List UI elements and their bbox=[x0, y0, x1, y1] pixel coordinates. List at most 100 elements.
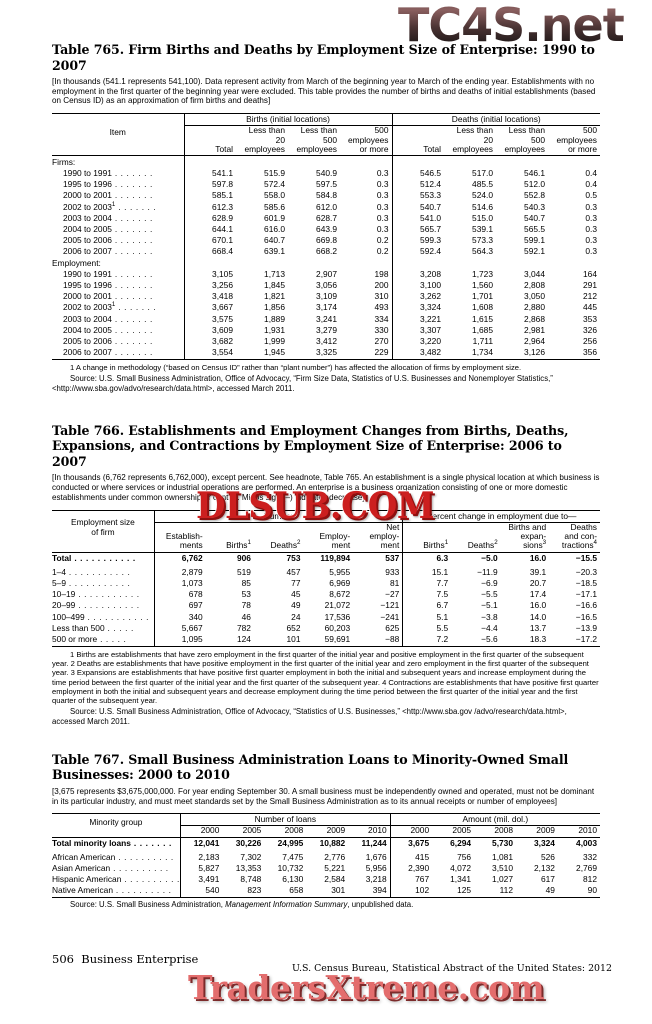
table-766-value: 13.7 bbox=[529, 622, 547, 633]
table-765-value: 0.5 bbox=[585, 190, 597, 201]
table-766-value: 933 bbox=[385, 566, 400, 577]
table-766-row-label: 1–4 . . . . . . . . . . . bbox=[52, 566, 131, 577]
table-765-empty-cell bbox=[340, 156, 392, 168]
table-765-value: 546.5 bbox=[391, 167, 444, 179]
table-767-year-header: 2000 bbox=[389, 825, 433, 838]
table-766-stub-header: Employment size of firm bbox=[71, 517, 135, 538]
table-766-value: 8,672 bbox=[329, 589, 351, 600]
table-765-value: 0.3 bbox=[376, 201, 389, 212]
table-766-value: 78 bbox=[241, 600, 251, 611]
table-767-value: 8,748 bbox=[240, 874, 262, 885]
table-765-value: 0.3 bbox=[585, 212, 597, 223]
table-row: 2003 to 2004 . . . . . . . 3,575 1,889 3,24… bbox=[52, 312, 600, 325]
table-765-row-label: 2003 to 2004 . . . . . . . bbox=[63, 212, 153, 223]
table-767-value: 6,130 bbox=[282, 874, 304, 885]
table-765-value: 330 bbox=[374, 324, 389, 335]
table-766-value: −17.1 bbox=[575, 589, 597, 600]
table-766: Employment size of firm Number Percent c… bbox=[52, 510, 600, 648]
table-765-body: Firms: 1990 to 1991 . . . . . . . 541.1 51… bbox=[52, 155, 600, 360]
table-765-empty-cell bbox=[288, 257, 340, 268]
table-766-value: 5,667 bbox=[153, 622, 206, 634]
table-765-row-label: 1995 to 1996 . . . . . . . bbox=[63, 179, 153, 190]
table-765-value: 584.8 bbox=[316, 190, 337, 201]
table-766-value: −16.5 bbox=[575, 611, 597, 622]
table-765-value: 512.0 bbox=[524, 179, 545, 190]
table-767-value: 1,081 bbox=[492, 851, 513, 862]
table-765-value: 565.7 bbox=[391, 223, 444, 235]
table-765-value: 2,868 bbox=[524, 313, 545, 324]
table-765-value: 597.5 bbox=[316, 179, 337, 190]
table-765-value: 553.3 bbox=[391, 189, 444, 202]
table-765-col-deaths-total: Total bbox=[391, 125, 444, 156]
table-766-col-establishments: Establish- ments bbox=[153, 521, 206, 553]
table-767-headnote: [3,675 represents $3,675,000,000. For ye… bbox=[52, 786, 595, 806]
table-767-value: 3,324 bbox=[533, 838, 555, 849]
table-767-group-amount: Amount (mil. dol.) bbox=[389, 813, 600, 826]
table-766-value: 457 bbox=[286, 566, 301, 577]
table-765-value: 644.1 bbox=[183, 223, 236, 235]
table-766-value: 6.7 bbox=[402, 599, 452, 612]
table-765-row-label: 2006 to 2007 . . . . . . . bbox=[63, 347, 153, 358]
table-765-empty-cell bbox=[496, 257, 548, 268]
table-765-value: 0.3 bbox=[376, 168, 389, 179]
table-765-value: 0.4 bbox=[585, 179, 597, 190]
table-767-row-label: Asian American . . . . . . . . . . bbox=[52, 863, 169, 874]
table-767-value: 394 bbox=[372, 885, 387, 896]
table-766-value: 7.7 bbox=[402, 577, 452, 589]
table-765-value: 1,608 bbox=[472, 302, 493, 313]
table-765-value: 256 bbox=[583, 335, 597, 346]
table-766-value: 519 bbox=[236, 566, 251, 577]
table-767-year-header: 2010 bbox=[557, 825, 600, 838]
table-766-value: −5.5 bbox=[481, 589, 498, 600]
table-767-value: 1,027 bbox=[492, 874, 513, 885]
table-765-stub-header: Item bbox=[109, 126, 126, 137]
table-765-value: 572.4 bbox=[264, 179, 285, 190]
table-765-col-deaths-500plus: 500 employees or more bbox=[548, 125, 600, 156]
table-765-value: 3,050 bbox=[524, 291, 545, 302]
table-765-value: 1,701 bbox=[472, 291, 493, 302]
table-765-value: 628.9 bbox=[183, 212, 236, 224]
table-767-year-header: 2009 bbox=[516, 825, 558, 838]
table-765-value: 1,945 bbox=[264, 347, 285, 358]
table-767-stub-header: Minority group bbox=[89, 817, 143, 828]
table-766-row-label: Less than 500 . . . . . bbox=[52, 622, 134, 633]
table-row: 2004 to 2005 . . . . . . . 3,609 1,931 3,27… bbox=[52, 324, 600, 336]
table-765-value: 616.0 bbox=[264, 224, 285, 235]
table-765-value: 639.1 bbox=[264, 246, 285, 257]
table-766-value: 101 bbox=[286, 634, 301, 645]
table-767-value: 617 bbox=[540, 874, 555, 885]
table-765-value: 2,907 bbox=[316, 268, 337, 279]
table-766-source: Source: U.S. Small Business Administrati… bbox=[52, 707, 567, 726]
table-765-value: 592.1 bbox=[524, 246, 545, 257]
table-765-title: Table 765. Firm Births and Deaths by Emp… bbox=[52, 42, 595, 73]
table-765-value: 564.3 bbox=[472, 246, 493, 257]
table-765-value: 612.3 bbox=[183, 201, 236, 213]
table-765-value: 3,262 bbox=[391, 290, 444, 302]
table-row: African American . . . . . . . . . . 2,18… bbox=[52, 848, 600, 863]
table-766-value: 81 bbox=[389, 578, 400, 589]
table-766-value: −20.3 bbox=[575, 566, 597, 577]
table-row: 2000 to 2001 . . . . . . . 3,418 1,821 3,10… bbox=[52, 290, 600, 302]
table-765-value: 515.0 bbox=[472, 212, 493, 223]
table-row: 20–99 . . . . . . . . . . . 697 78 49 21,072… bbox=[52, 599, 600, 612]
table-765-value: 1,685 bbox=[472, 324, 493, 335]
table-765-col-births-lt20: Less than 20 employees bbox=[236, 125, 288, 156]
table-767-row-label: Total minority loans . . . . . . . bbox=[52, 838, 172, 849]
table-767-year-header: 2005 bbox=[432, 825, 475, 838]
table-766-value: 1,095 bbox=[153, 633, 206, 647]
table-765-row-label: 2000 to 2001 . . . . . . . bbox=[63, 291, 153, 302]
table-767-value: 415 bbox=[389, 848, 433, 863]
table-765-value: 3,208 bbox=[391, 268, 444, 280]
table-766-value: 119,894 bbox=[320, 553, 351, 564]
table-767-value: 11,244 bbox=[361, 838, 387, 849]
table-765-value: 291 bbox=[583, 279, 597, 290]
table-766-value: 6,762 bbox=[153, 552, 206, 564]
table-767-year-header: 2008 bbox=[264, 825, 307, 838]
table-766-value: −6.9 bbox=[481, 578, 498, 589]
table-765-value: 0.3 bbox=[585, 235, 597, 246]
table-row: 10–19 . . . . . . . . . . . 678 53 45 8,672 −… bbox=[52, 588, 600, 600]
table-765-value: 514.6 bbox=[472, 201, 493, 212]
table-766-value: 53 bbox=[241, 589, 251, 600]
table-765-row-label: 2005 to 2006 . . . . . . . bbox=[63, 235, 153, 246]
table-row: 2006 to 2007 . . . . . . . 668.4 639.1 668.… bbox=[52, 245, 600, 258]
